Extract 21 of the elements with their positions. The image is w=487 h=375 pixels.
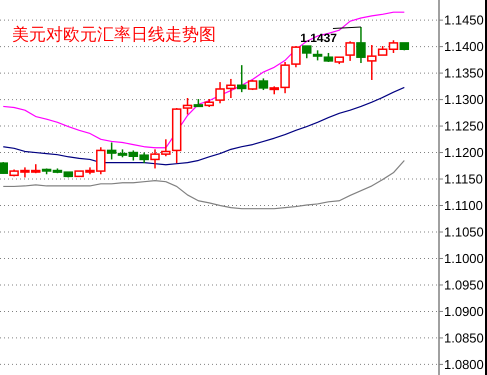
candlestick xyxy=(258,78,268,91)
y-tick-label: 1.1250 xyxy=(444,118,484,134)
y-tick-label: 1.1400 xyxy=(444,39,484,54)
candlestick xyxy=(345,40,355,62)
candlestick xyxy=(248,79,258,91)
y-tick-label: 1.1300 xyxy=(444,92,484,108)
y-tick-label: 1.1450 xyxy=(444,12,484,28)
y-tick-label: 1.1350 xyxy=(444,66,484,81)
candlestick xyxy=(356,26,366,64)
y-tick-label: 1.1000 xyxy=(444,250,484,266)
candlestick xyxy=(302,45,312,60)
y-tick-label: 1.1200 xyxy=(444,145,484,160)
y-tick-label: 1.0950 xyxy=(444,277,484,292)
y-tick-label: 1.1150 xyxy=(444,172,483,187)
y-tick-label: 1.0800 xyxy=(444,356,484,372)
text: 美元对欧元汇率日线走势图 xyxy=(12,25,216,44)
y-tick-label: 1.1050 xyxy=(444,224,484,240)
candlestick xyxy=(236,64,246,93)
y-tick-label: 1.1100 xyxy=(444,198,483,214)
y-tick-label: 1.0850 xyxy=(444,330,484,346)
y-tick-label: 1.0900 xyxy=(444,304,484,319)
